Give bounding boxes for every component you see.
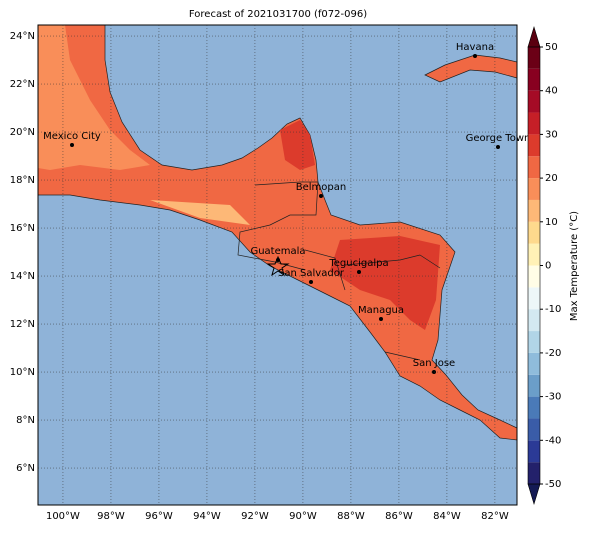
colorbar-tick-label: 50 [545,42,558,53]
city-dot [473,54,477,58]
city-dot [70,143,74,147]
colorbar-band [528,440,540,463]
colorbar-tick-label: 10 [545,217,558,228]
city-label: San Jose [413,358,455,369]
colorbar-tick-label: 20 [545,173,558,184]
city-dot [319,194,323,198]
colorbar-tick-label: 0 [545,261,551,272]
colorbar-band [528,156,540,179]
x-tick-label: 90°W [289,511,317,522]
title: Forecast of 2021031700 (f072-096) [189,9,367,20]
colorbar-band [528,221,540,244]
city-label: Managua [358,305,404,316]
city-label: George Town [466,133,531,144]
colorbar-tick-label: -30 [545,392,561,403]
colorbar-tick-label: 30 [545,129,558,140]
colorbar-tick-label: -10 [545,304,561,315]
land [37,24,518,441]
y-tick-label: 16°N [10,223,35,234]
colorbar-tick-label: -40 [545,435,561,446]
colorbar-band [528,243,540,266]
colorbar-band [528,396,540,419]
colorbar-band [528,352,540,375]
x-tick-label: 86°W [385,511,413,522]
colorbar-band [528,418,540,441]
colorbar-band [528,199,540,222]
colorbar-band [528,309,540,332]
colorbar-band [528,462,540,484]
colorbar-band [528,134,540,157]
map-frame [37,24,518,506]
colorbar-band [528,287,540,310]
x-tick-label: 100°W [46,511,80,522]
city-label: Belmopan [296,182,346,193]
colorbar-band [528,178,540,200]
x-tick-label: 82°W [481,511,509,522]
y-tick-label: 6°N [16,463,35,474]
y-tick-label: 14°N [10,271,35,282]
colorbar-band [528,331,540,353]
x-tick-label: 92°W [241,511,269,522]
city-label: Mexico City [43,131,101,142]
colorbar-extend [527,483,541,506]
colorbar-band [528,47,540,69]
x-tick-label: 94°W [193,511,221,522]
city-dot [379,317,383,321]
colorbar-band [528,90,540,113]
city-dot [309,280,313,284]
colorbar-band [528,374,540,397]
x-tick-label: 84°W [433,511,461,522]
city-label: Tegucigalpa [328,258,388,269]
city-dot [357,270,361,274]
star-marker [266,255,290,277]
colorbar-tick-label: -20 [545,348,561,359]
colorbar-tick-label: 40 [545,86,558,97]
city-label: Havana [456,42,494,53]
y-tick-label: 8°N [16,415,35,426]
colorbar-band [528,112,540,135]
city-label: San Salvador [278,268,345,279]
colorbar-extend [527,25,541,48]
x-tick-label: 96°W [145,511,173,522]
colorbar-band [528,68,540,91]
y-tick-label: 18°N [10,175,35,186]
y-tick-label: 20°N [10,127,35,138]
colorbar-tick-label: -50 [545,479,561,490]
y-tick-label: 24°N [10,31,35,42]
city-dot [496,145,500,149]
x-tick-label: 88°W [337,511,365,522]
y-tick-label: 10°N [10,367,35,378]
city-label: Guatemala [250,246,305,257]
y-tick-label: 12°N [10,319,35,330]
y-tick-label: 22°N [10,79,35,90]
colorbar-band [528,265,540,288]
cities: Havana Mexico City George Town Belmopan … [43,42,530,374]
colorbar-label: Max Temperature (°C) [569,211,580,321]
x-tick-label: 98°W [97,511,125,522]
